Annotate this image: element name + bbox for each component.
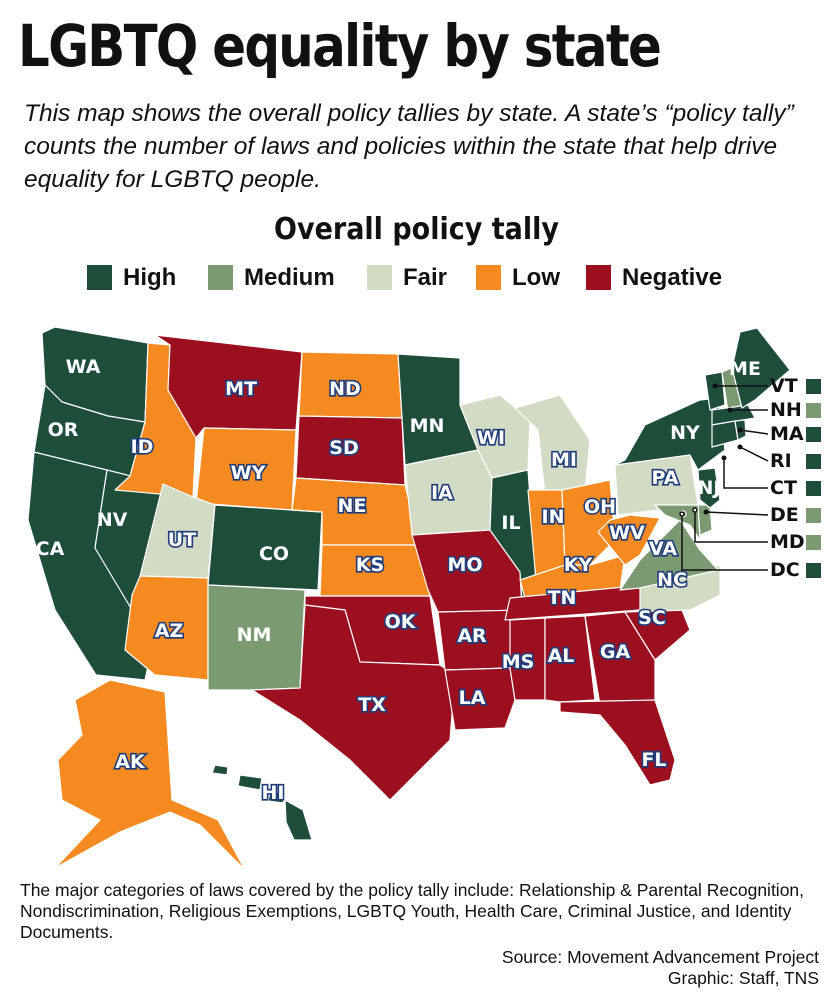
state-label-ky: KY [564,554,593,576]
state-label-wa: WA [66,356,101,378]
state-label-pa: PA [652,467,679,489]
state-label-ak: AK [115,751,146,773]
callout-label-ct: CT [770,477,797,499]
callout-swatch-de [806,508,821,523]
callout-swatch-nh [806,403,821,418]
state-label-wv: WV [609,522,645,544]
state-shape-co [207,504,323,591]
state-label-tx: TX [358,694,386,716]
legend-label-low: Low [512,264,560,291]
state-shape-me [731,327,791,409]
state-label-ok: OK [385,611,417,633]
callout-label-dc: DC [770,559,800,581]
state-label-me: ME [729,358,761,380]
legend-swatch-negative [586,265,611,290]
state-label-wy: WY [231,462,266,484]
state-label-sc: SC [638,607,666,629]
legend-label-negative: Negative [622,264,723,291]
state-shape-nj [697,467,721,509]
state-shape-ga [584,611,656,706]
state-shape-wv [597,514,661,566]
state-label-nv: NV [97,509,128,531]
footnote: The major categories of laws covered by … [20,880,805,942]
state-label-wi: WI [477,427,505,449]
state-label-sd: SD [329,437,358,459]
state-label-az: AZ [155,620,183,642]
state-label-va: VA [649,538,677,560]
state-label-nc: NC [657,569,687,591]
state-label-mo: MO [447,554,482,576]
callout-swatch-ri [806,454,821,469]
page-title: LGBTQ equality by state [18,12,662,80]
legend-label-high: High [123,264,177,291]
state-label-tn: TN [548,587,577,609]
state-shape-nc [624,564,721,613]
us-state-map: WA OR CA NV ID MT WY UT AZ CO NM ND SD N… [27,326,821,871]
state-label-ga: GA [600,641,631,663]
state-label-al: AL [548,645,575,667]
callout-label-md: MD [770,531,805,553]
callout-label-ma: MA [770,423,804,445]
state-label-ar: AR [457,625,487,647]
state-shape-la [444,667,516,731]
source-credit: Source: Movement Advancement Project Gra… [502,947,819,989]
state-label-ne: NE [338,495,367,517]
state-shape-de [697,504,713,536]
state-shape-hi [211,764,313,841]
callout-swatch-vt [806,379,821,394]
state-label-nd: ND [329,378,361,400]
legend-swatch-low [476,265,501,290]
state-label-nj: NJ [698,477,721,499]
callout-label-ri: RI [770,450,792,472]
state-shape-ak [54,679,246,871]
state-label-co: CO [259,543,289,565]
legend-swatch-high [87,265,112,290]
callout-label-nh: NH [770,399,802,421]
callout-swatch-ct [806,481,821,496]
state-label-la: LA [459,687,486,709]
state-label-oh: OH [584,496,616,518]
state-shape-tx [251,604,456,801]
intro-text: This map shows the overall policy tallie… [24,100,794,193]
state-label-nm: NM [237,624,272,646]
legend-label-fair: Fair [403,264,448,291]
state-label-mn: MN [410,415,445,437]
callout-swatch-ma [806,427,821,442]
state-label-ny: NY [670,422,700,444]
state-label-fl: FL [641,749,666,771]
state-label-ca: CA [36,538,65,560]
state-shape-oh [561,479,616,566]
legend-swatch-fair [367,265,392,290]
state-label-ia: IA [431,482,453,504]
callout-label-vt: VT [770,375,798,397]
legend-title: Overall policy tally [274,212,559,247]
callout-swatch-dc [806,563,821,578]
source-line: Source: Movement Advancement Project [501,947,819,967]
state-shape-fl [559,699,676,786]
state-label-ks: KS [356,554,384,576]
state-label-il: IL [501,512,520,534]
state-shape-ct [711,420,739,448]
state-shape-az [124,575,209,681]
legend-label-medium: Medium [244,264,335,291]
state-shape-ms [509,617,546,701]
state-label-in: IN [542,506,565,528]
state-shape-va [619,519,719,591]
state-shape-vt [704,371,726,411]
callout-label-de: DE [770,504,799,526]
state-shape-ny [614,397,726,471]
state-label-hi: HI [262,782,285,804]
callout-leader-lines [681,385,769,571]
state-label-ut: UT [168,529,196,551]
state-shape-al [544,615,596,703]
callout-swatch-md [806,535,821,550]
state-label-id: ID [131,436,154,458]
credit-line: Graphic: Staff, TNS [667,968,819,988]
legend-swatch-medium [208,265,233,290]
state-label-ms: MS [502,651,535,673]
state-label-mi: MI [551,449,577,471]
state-label-or: OR [48,419,79,441]
state-label-mt: MT [225,378,257,400]
